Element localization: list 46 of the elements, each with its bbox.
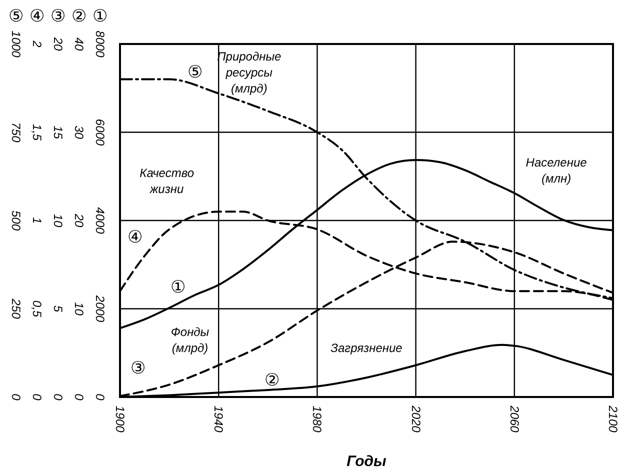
y-tick-label: 2 bbox=[30, 40, 44, 48]
series-label: Загрязнение bbox=[330, 341, 403, 356]
y-tick-label: 1 bbox=[30, 217, 44, 224]
y-tick-label: 1,5 bbox=[30, 124, 44, 141]
y-tick-label: 6000 bbox=[93, 118, 107, 146]
y2-axis-title: ⑤ bbox=[8, 6, 24, 26]
y2-tick-label: 250 bbox=[9, 298, 23, 320]
series-label: Качество жизни bbox=[140, 166, 194, 196]
x-axis-title: Годы bbox=[346, 453, 387, 470]
y2-tick-label: 30 bbox=[72, 126, 86, 140]
y-tick-label: 0,5 bbox=[30, 300, 44, 318]
y3-tick-label: 20 bbox=[51, 36, 65, 51]
y2-tick-label: 0 bbox=[72, 394, 86, 401]
series-label: Фонды (млрд) bbox=[170, 325, 210, 356]
y3-axis-title: ③ bbox=[50, 6, 66, 26]
y2-tick-label: 750 bbox=[9, 122, 23, 143]
y-tick-label: 4000 bbox=[93, 207, 107, 234]
x-tick-label: 2020 bbox=[408, 404, 423, 433]
annotation: ③ bbox=[130, 358, 146, 378]
y-tick-label: 2000 bbox=[93, 294, 107, 322]
series-label: Население (млн) bbox=[526, 156, 588, 186]
annotation: ② bbox=[264, 370, 280, 390]
y3-tick-label: 0 bbox=[51, 394, 65, 401]
y2-tick-label: 10 bbox=[72, 302, 86, 316]
annotation: ④ bbox=[128, 228, 142, 246]
y-axis-title: ④ bbox=[30, 6, 44, 26]
y2-tick-label: 40 bbox=[72, 37, 86, 51]
x-tick-label: 2060 bbox=[507, 404, 522, 433]
y2-tick-label: 1000 bbox=[9, 30, 23, 58]
y-axis-title: ① bbox=[92, 6, 108, 26]
annotation: ⑤ bbox=[188, 62, 202, 82]
y3-tick-label: 15 bbox=[51, 126, 65, 140]
x-tick-label: 1940 bbox=[212, 406, 226, 433]
y-tick-label: 0 bbox=[30, 394, 44, 401]
y-tick-label: 8000 bbox=[93, 30, 107, 58]
y2-tick-label: 0 bbox=[9, 394, 23, 401]
x-tick-label: 1900 bbox=[113, 406, 127, 433]
y3-tick-label: 10 bbox=[51, 214, 65, 228]
y2-tick-label: 20 bbox=[72, 212, 86, 228]
y3-tick-label: 5 bbox=[51, 305, 65, 312]
y2-tick-label: 500 bbox=[9, 210, 23, 231]
y-tick-label: 0 bbox=[93, 394, 107, 401]
annotation: ① bbox=[170, 278, 186, 296]
x-tick-label: 2100 bbox=[606, 404, 618, 433]
y2-axis-title: ② bbox=[72, 6, 86, 26]
x-tick-label: 1980 bbox=[310, 406, 324, 433]
